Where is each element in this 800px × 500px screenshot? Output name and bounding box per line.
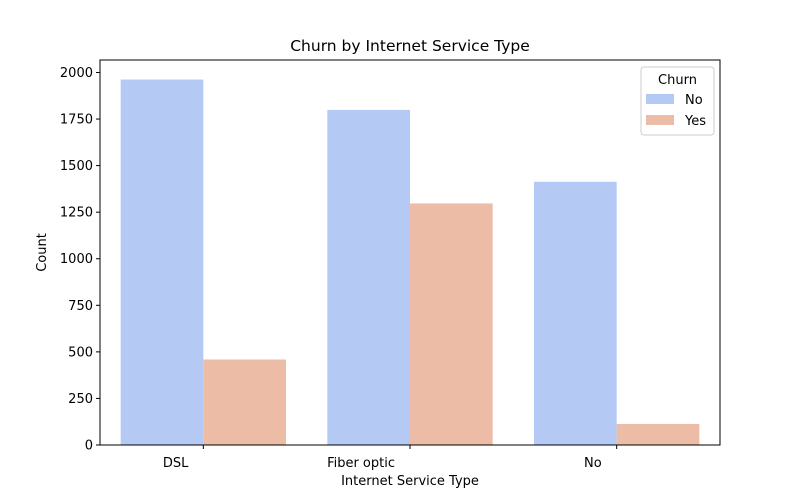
legend: Churn No Yes [640,66,715,136]
y-tick-label: 2000 [60,66,93,81]
x-tick-label: DSL [163,456,189,471]
bar-no-no [534,181,617,446]
bar-fiber-optic-yes [410,203,493,445]
legend-swatch-no [646,94,674,104]
y-axis-label: Count [35,233,50,272]
chart-title: Churn by Internet Service Type [290,37,530,55]
bar-no-yes [616,423,700,445]
y-tick-label: 750 [68,299,93,314]
y-tick-label: 1500 [60,159,93,174]
y-tick-label: 1250 [60,206,93,221]
bars-layer [120,79,700,446]
legend-label-yes: Yes [684,114,706,129]
y-tick-label: 250 [68,392,93,407]
y-axis-ticks: 0 250 500 750 1000 1250 1500 1750 2000 [60,66,100,454]
y-tick-label: 500 [68,345,93,360]
legend-title: Churn [658,73,697,88]
x-axis-ticks: DSL Fiber optic No [163,445,618,471]
bar-dsl-yes [203,359,286,445]
x-tick-label: Fiber optic [327,456,395,471]
bar-fiber-optic-no [327,109,410,445]
legend-label-no: No [685,93,703,108]
y-tick-label: 1000 [60,252,93,267]
legend-swatch-yes [646,115,674,125]
x-axis-label: Internet Service Type [341,474,479,489]
x-tick-label: No [584,456,602,471]
y-tick-label: 1750 [60,113,93,128]
bar-dsl-no [120,79,204,446]
y-tick-label: 0 [85,439,93,454]
